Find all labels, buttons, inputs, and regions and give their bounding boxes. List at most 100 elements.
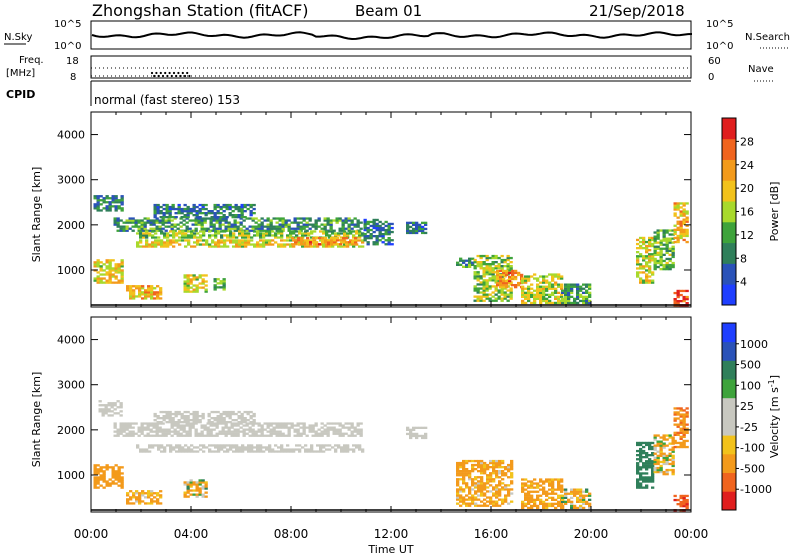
data-cell [122,221,126,224]
data-cell [156,492,160,495]
data-cell [144,496,148,499]
data-cell [545,289,549,292]
data-cell [496,271,500,275]
data-cell [502,269,506,273]
data-cell [215,434,219,437]
data-cell [113,424,117,427]
data-cell [486,486,490,489]
data-cell [501,466,505,469]
data-cell [476,261,480,264]
data-cell [260,424,264,427]
data-cell [208,450,212,453]
data-cell [489,459,493,463]
data-cell [243,205,247,209]
data-cell [202,232,206,235]
data-cell [642,265,646,268]
data-cell [473,287,477,290]
data-cell [241,232,245,235]
data-cell [304,234,308,237]
data-cell [216,417,220,420]
data-cell [567,287,571,290]
data-cell [284,424,288,427]
data-cell [235,444,239,447]
data-cell [269,422,273,425]
data-cell [269,434,273,437]
data-cell [480,484,484,487]
data-cell [183,274,187,277]
data-cell [343,450,347,453]
data-cell [187,239,191,242]
data-cell [170,227,174,230]
data-cell [181,448,185,451]
data-cell [320,227,324,230]
data-cell [138,287,142,290]
data-cell [338,217,342,220]
data-cell [659,440,663,443]
data-cell [166,241,170,244]
data-cell [582,299,586,303]
data-cell [177,410,181,414]
data-cell [250,450,254,453]
data-cell [359,422,363,425]
data-cell [241,243,245,246]
data-cell [486,504,490,507]
data-cell [96,259,100,262]
data-cell [332,432,336,435]
data-cell [579,506,583,510]
data-cell [108,273,112,276]
data-cell [551,275,555,278]
data-cell [199,239,203,242]
data-cell [662,446,666,449]
data-cell [216,205,220,209]
data-cell [671,464,675,468]
data-cell [298,232,302,235]
data-cell [679,206,683,209]
data-cell [671,436,675,439]
data-cell [480,488,484,491]
data-cell [247,243,251,246]
data-cell [406,227,410,231]
data-cell [192,421,196,424]
data-cell [409,434,413,438]
data-cell [682,220,686,223]
data-cell [347,422,351,425]
data-cell [186,481,190,484]
y-tick-label: 3000 [57,174,85,187]
data-cell [308,424,312,427]
data-cell [173,428,177,431]
data-cell [521,299,525,303]
data-cell [560,484,564,487]
data-cell [153,496,157,499]
data-cell [539,287,543,290]
data-cell [128,430,132,433]
data-cell [117,265,121,268]
data-cell [302,430,306,433]
data-cell [557,482,561,485]
data-cell [676,236,680,240]
data-cell [579,492,583,495]
data-cell [218,432,222,435]
data-cell [268,232,272,235]
data-cell [238,446,242,449]
data-cell [473,265,477,268]
data-cell [240,205,244,209]
data-cell [642,242,646,246]
data-cell [474,496,478,499]
data-cell [284,225,288,228]
data-cell [322,243,326,246]
data-cell [642,271,646,274]
data-cell [551,484,555,487]
data-cell [653,249,657,252]
data-cell [387,241,391,244]
data-cell [668,233,672,236]
data-cell [269,221,273,224]
data-cell [155,430,159,433]
data-cell [548,504,552,508]
data-cell [294,241,298,244]
data-cell [195,483,199,486]
data-cell [226,444,230,447]
data-cell [205,446,209,449]
data-cell [224,227,228,230]
data-cell [196,450,200,453]
data-cell [136,241,140,244]
